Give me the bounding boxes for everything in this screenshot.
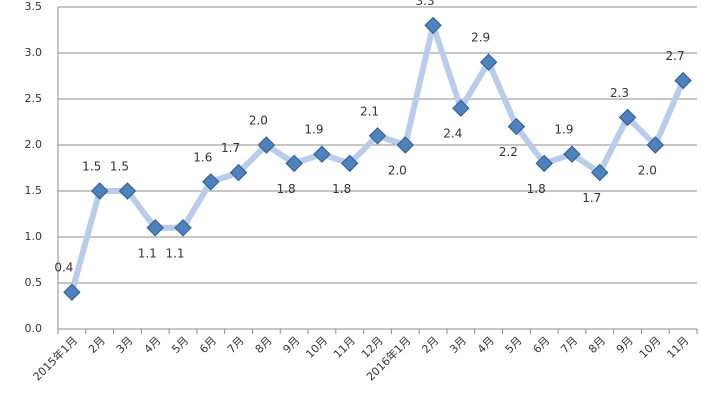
data-label: 0.4 bbox=[54, 261, 73, 275]
marker bbox=[646, 136, 665, 154]
y-tick-label: 0.0 bbox=[25, 322, 43, 335]
marker bbox=[313, 145, 331, 163]
x-tick-label: 11月 bbox=[664, 334, 691, 361]
x-tick-label: 2015年1月 bbox=[30, 333, 80, 383]
data-label: 2.7 bbox=[666, 49, 685, 63]
y-tick-label: 3.5 bbox=[25, 0, 43, 13]
x-tick-label: 7月 bbox=[558, 334, 580, 356]
y-tick-label: 3.0 bbox=[25, 46, 43, 59]
marker bbox=[202, 173, 220, 191]
data-label: 2.2 bbox=[499, 145, 518, 159]
data-label: 2.3 bbox=[610, 86, 629, 100]
marker bbox=[285, 154, 303, 173]
data-label: 1.7 bbox=[582, 191, 601, 205]
data-label: 2.9 bbox=[471, 31, 490, 45]
x-tick-label: 6月 bbox=[197, 334, 219, 356]
data-label: 1.5 bbox=[110, 160, 129, 174]
marker bbox=[674, 71, 692, 90]
x-tick-label: 8月 bbox=[586, 334, 608, 356]
marker bbox=[507, 117, 526, 136]
data-label: 2.4 bbox=[443, 127, 462, 141]
data-label: 1.9 bbox=[554, 123, 573, 137]
marker bbox=[341, 154, 359, 173]
marker bbox=[229, 163, 248, 182]
marker bbox=[368, 127, 387, 145]
data-label: 2.0 bbox=[249, 114, 268, 128]
x-tick-label: 10月 bbox=[303, 334, 330, 361]
data-label: 1.8 bbox=[277, 182, 296, 196]
data-label: 1.6 bbox=[193, 150, 212, 164]
x-tick-label: 2月 bbox=[419, 334, 441, 356]
marker bbox=[146, 219, 164, 237]
marker bbox=[257, 136, 276, 154]
marker bbox=[118, 182, 137, 200]
marker bbox=[90, 182, 109, 200]
data-line bbox=[68, 22, 686, 293]
data-label: 1.9 bbox=[304, 123, 323, 137]
data-label: 1.1 bbox=[138, 246, 157, 260]
data-label: 1.5 bbox=[82, 160, 101, 174]
x-tick-label: 4月 bbox=[475, 334, 497, 356]
y-tick-label: 1.0 bbox=[25, 230, 43, 243]
x-tick-label: 2月 bbox=[86, 334, 108, 356]
data-label: 2.0 bbox=[388, 164, 407, 178]
y-tick-label: 0.5 bbox=[25, 276, 43, 289]
marker bbox=[424, 16, 442, 35]
x-tick-label: 10月 bbox=[637, 334, 664, 361]
data-label: 2.1 bbox=[360, 104, 379, 118]
x-tick-label: 4月 bbox=[142, 334, 164, 356]
marker bbox=[396, 136, 414, 154]
x-tick-label: 3月 bbox=[447, 334, 469, 356]
x-tick-label: 8月 bbox=[253, 334, 275, 356]
marker bbox=[452, 99, 470, 117]
data-label: 1.1 bbox=[165, 246, 184, 260]
data-label: 1.7 bbox=[221, 141, 240, 155]
marker bbox=[63, 283, 81, 301]
data-label: 2.0 bbox=[638, 164, 657, 178]
x-tick-label: 6月 bbox=[531, 334, 553, 356]
y-tick-label: 2.0 bbox=[25, 138, 43, 151]
x-tick-label: 5月 bbox=[503, 334, 525, 356]
x-tick-label: 9月 bbox=[280, 334, 302, 356]
data-label: 1.8 bbox=[527, 182, 546, 196]
y-tick-label: 1.5 bbox=[25, 184, 43, 197]
y-tick-label: 2.5 bbox=[25, 92, 43, 105]
x-tick-label: 11月 bbox=[331, 334, 358, 361]
marker bbox=[479, 53, 498, 71]
data-label: 3.3 bbox=[416, 0, 435, 8]
x-tick-label: 7月 bbox=[225, 334, 247, 356]
marker bbox=[174, 219, 192, 237]
x-tick-label: 5月 bbox=[169, 334, 191, 356]
marker bbox=[591, 163, 609, 182]
marker bbox=[535, 154, 553, 173]
marker bbox=[563, 145, 581, 163]
marker bbox=[618, 108, 637, 127]
data-label: 1.8 bbox=[332, 182, 351, 196]
x-tick-label: 3月 bbox=[114, 334, 136, 356]
x-tick-label: 9月 bbox=[614, 334, 636, 356]
